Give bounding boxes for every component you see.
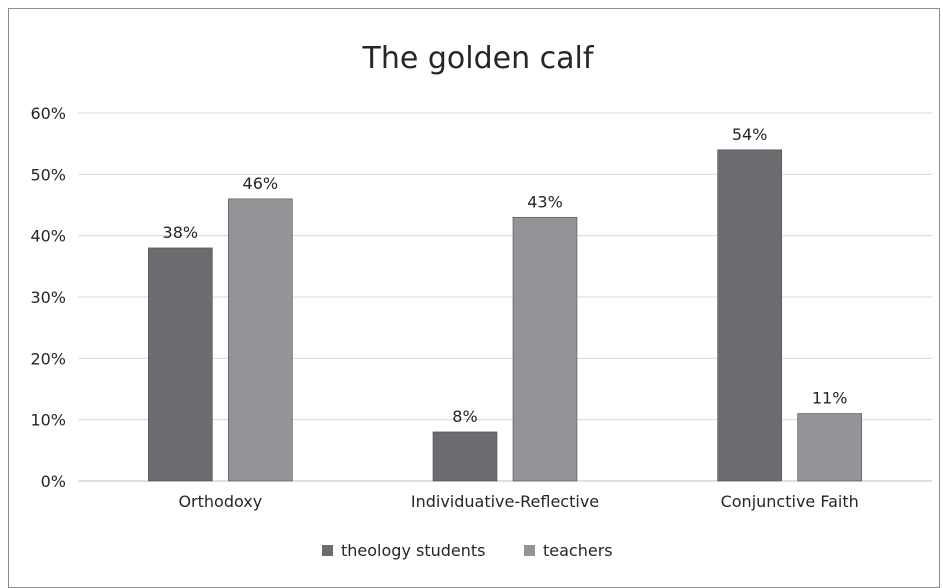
legend-label: theology students	[341, 541, 486, 560]
y-tick-label: 40%	[30, 227, 66, 246]
legend-swatch	[524, 545, 535, 556]
y-axis-ticks: 0% 10% 20% 30% 40% 50% 60%	[30, 104, 66, 491]
y-tick-label: 50%	[30, 165, 66, 184]
y-tick-label: 20%	[30, 349, 66, 368]
x-tick-label: Conjunctive Faith	[721, 492, 859, 511]
gridlines	[78, 112, 932, 482]
x-axis-ticks: Orthodoxy Individuative-Reflective Conjunc…	[178, 492, 858, 511]
bar	[512, 216, 578, 482]
legend: theology students teachers	[322, 541, 613, 560]
legend-swatch	[322, 545, 333, 556]
x-tick-label: Orthodoxy	[178, 492, 262, 511]
legend-label: teachers	[543, 541, 613, 560]
data-label: 46%	[243, 174, 279, 193]
data-label: 8%	[452, 407, 477, 426]
bar	[432, 431, 498, 482]
bar-chart: The golden calf 0% 10% 20% 30% 40% 50% 60% 38%…	[30, 41, 932, 560]
bar	[148, 247, 213, 482]
bars	[148, 149, 862, 482]
data-labels: 38% 46% 8% 43% 54% 11%	[163, 125, 848, 426]
x-tick-label: Individuative-Reflective	[411, 492, 599, 511]
y-tick-label: 60%	[30, 104, 66, 123]
data-label: 11%	[812, 389, 848, 408]
y-tick-label: 0%	[41, 472, 66, 491]
data-label: 54%	[732, 125, 768, 144]
data-label: 43%	[527, 192, 563, 211]
bar	[717, 149, 782, 482]
bar	[797, 413, 862, 482]
y-tick-label: 30%	[30, 288, 66, 307]
bar	[228, 198, 293, 482]
y-tick-label: 10%	[30, 411, 66, 430]
data-label: 38%	[163, 223, 199, 242]
chart-title: The golden calf	[362, 41, 595, 76]
